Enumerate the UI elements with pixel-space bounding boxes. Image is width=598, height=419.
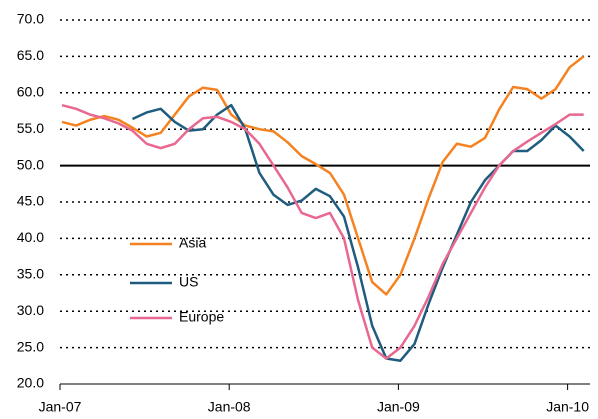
legend-label: US	[179, 274, 198, 290]
y-tick-label: 70.0	[17, 11, 44, 27]
y-tick-label: 45.0	[17, 193, 44, 209]
y-tick-label: 50.0	[17, 156, 44, 172]
x-tick-label: Jan-09	[377, 399, 420, 415]
y-tick-label: 20.0	[17, 375, 44, 391]
x-tick-label: Jan-10	[546, 399, 589, 415]
line-series	[61, 103, 584, 360]
y-tick-label: 40.0	[17, 229, 44, 245]
legend-label: Asia	[179, 235, 206, 251]
y-tick-label: 55.0	[17, 120, 44, 136]
y-tick-label: 25.0	[17, 338, 44, 354]
line-series	[61, 55, 585, 296]
x-tick-label: Jan-08	[208, 399, 251, 415]
x-tick-label: Jan-07	[39, 399, 82, 415]
y-tick-label: 65.0	[17, 47, 44, 63]
y-tick-label: 30.0	[17, 302, 44, 318]
y-tick-label: 35.0	[17, 266, 44, 282]
legend-label: Europe	[179, 309, 224, 325]
y-tick-label: 60.0	[17, 84, 44, 100]
